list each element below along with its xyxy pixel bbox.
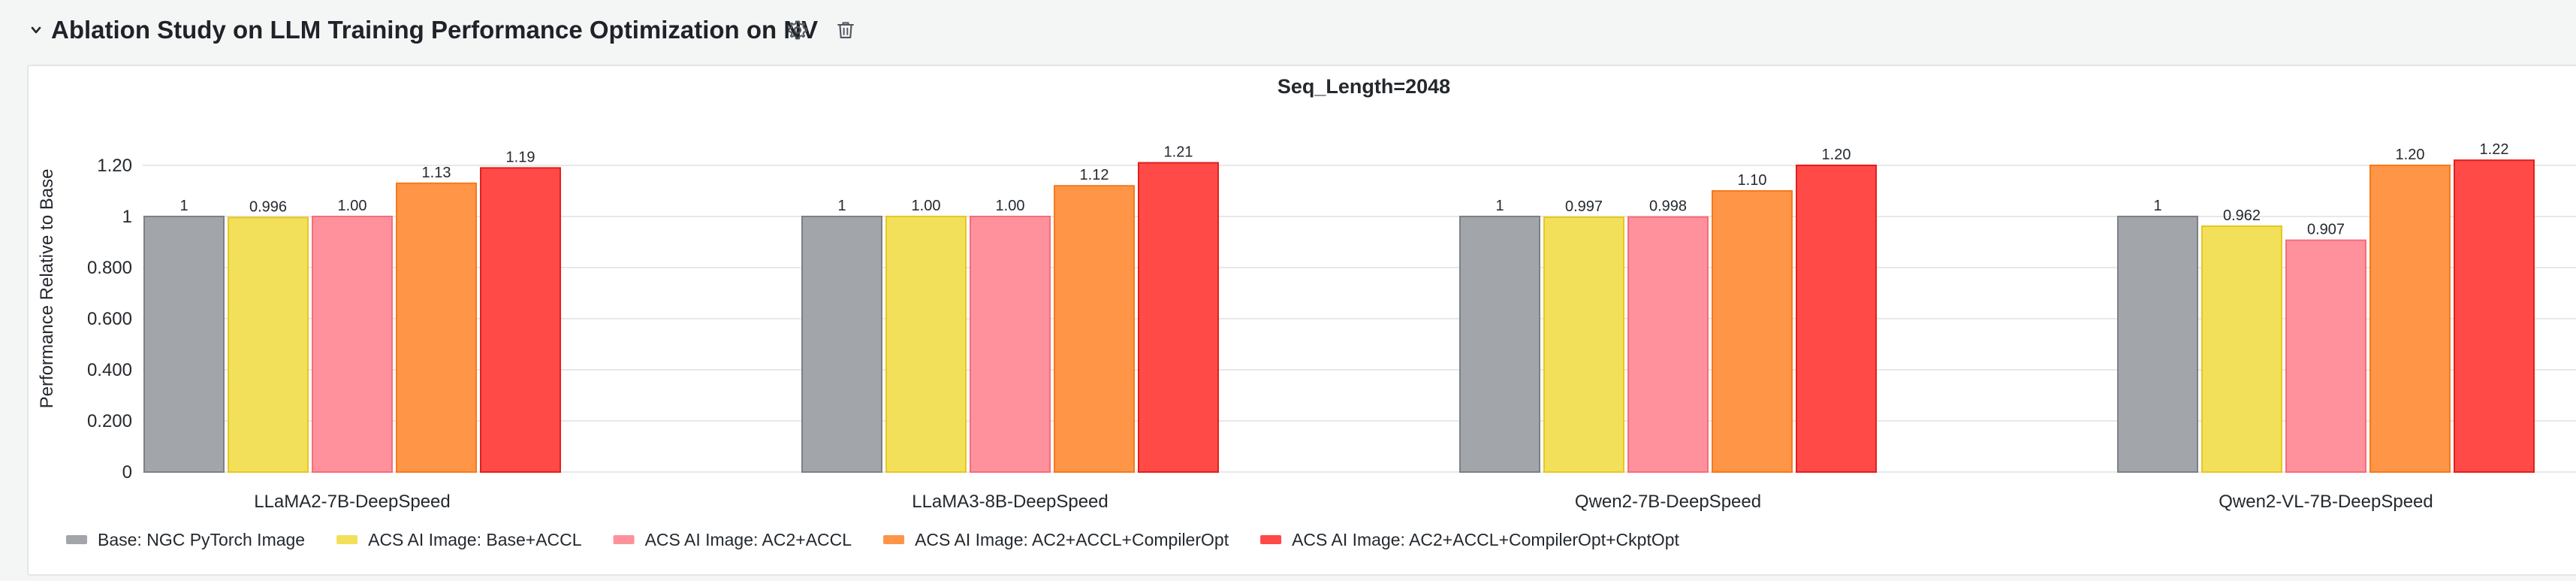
chevron-down-icon[interactable]: [27, 21, 45, 39]
bar: [970, 216, 1051, 473]
bar-chart: Seq_Length=2048 Performance Relative to …: [37, 75, 2576, 549]
x-tick-label: LLaMA3-8B-DeepSpeed: [912, 492, 1109, 512]
delete-button[interactable]: [832, 17, 859, 44]
gear-icon: [788, 20, 807, 40]
data-label: 1.20: [1822, 147, 1851, 163]
legend-label: ACS AI Image: AC2+ACCL+CompilerOpt: [915, 530, 1229, 549]
y-tick-label: 0.600: [87, 309, 132, 329]
bar: [1712, 190, 1793, 473]
bar: [2117, 216, 2198, 473]
data-label: 0.997: [1565, 198, 1603, 215]
bar: [312, 216, 393, 473]
data-label: 1.22: [2480, 141, 2509, 158]
settings-button[interactable]: [784, 17, 811, 44]
bar: [2201, 225, 2282, 473]
x-tick-label: Qwen2-7B-DeepSpeed: [1575, 492, 1761, 512]
y-tick-label: 0.200: [87, 411, 132, 431]
data-label: 1.00: [912, 198, 941, 214]
data-label: 1.21: [1164, 144, 1193, 161]
data-label: 1: [1495, 198, 1504, 214]
bar: [2369, 165, 2451, 473]
data-label: 1.10: [1738, 172, 1767, 189]
data-label: 1.12: [1080, 167, 1109, 183]
data-label: 1.19: [506, 149, 535, 165]
bar: [143, 216, 225, 473]
y-axis-label: Performance Relative to Base: [37, 169, 57, 409]
bar: [2285, 239, 2366, 473]
bar: [1054, 185, 1135, 473]
x-tick-label: Qwen2-VL-7B-DeepSpeed: [2219, 492, 2433, 512]
y-tick-label: 1.20: [97, 156, 132, 176]
legend-swatch: [336, 535, 358, 544]
legend-label: ACS AI Image: AC2+ACCL+CompilerOpt+CkptO…: [1292, 530, 1679, 549]
chart-title: Seq_Length=2048: [1277, 75, 1450, 98]
bar: [228, 216, 309, 474]
bar: [1459, 216, 1540, 473]
y-tick-label: 1: [122, 207, 132, 227]
panel-title: Ablation Study on LLM Training Performan…: [51, 16, 819, 44]
panel-header: Ablation Study on LLM Training Performan…: [0, 0, 2576, 60]
y-tick-label: 0.800: [87, 258, 132, 278]
data-label: 1.00: [338, 198, 367, 214]
bar: [1543, 216, 1624, 474]
data-label: 1.20: [2396, 147, 2425, 163]
legend-swatch: [613, 535, 635, 544]
y-tick-label: 0: [122, 462, 132, 483]
legend-swatch: [883, 535, 905, 544]
bar: [480, 167, 561, 473]
chart-panel: Seq_Length=2048 Performance Relative to …: [27, 65, 2576, 576]
data-label: 1: [837, 198, 846, 214]
data-label: 1.13: [422, 165, 451, 181]
bar: [1627, 216, 1709, 473]
y-tick-label: 0.400: [87, 360, 132, 380]
bar: [801, 216, 882, 473]
bar: [885, 216, 967, 473]
legend-label: Base: NGC PyTorch Image: [98, 530, 305, 549]
data-label: 0.996: [249, 198, 287, 215]
legend-swatch: [1260, 535, 1282, 544]
bar: [1796, 165, 1877, 473]
bar: [1138, 162, 1219, 473]
data-label: 1: [2153, 198, 2161, 214]
bar: [2454, 159, 2535, 473]
data-label: 0.998: [1649, 198, 1687, 215]
data-label: 0.907: [2307, 222, 2345, 238]
trash-icon: [837, 22, 854, 38]
data-label: 1.00: [996, 198, 1025, 214]
legend-swatch: [66, 535, 87, 544]
legend-label: ACS AI Image: Base+ACCL: [368, 530, 582, 549]
data-label: 1: [179, 198, 188, 214]
x-tick-label: LLaMA2-7B-DeepSpeed: [254, 492, 451, 512]
bar: [396, 182, 477, 474]
data-label: 0.962: [2223, 207, 2261, 224]
legend-label: ACS AI Image: AC2+ACCL: [645, 530, 852, 549]
